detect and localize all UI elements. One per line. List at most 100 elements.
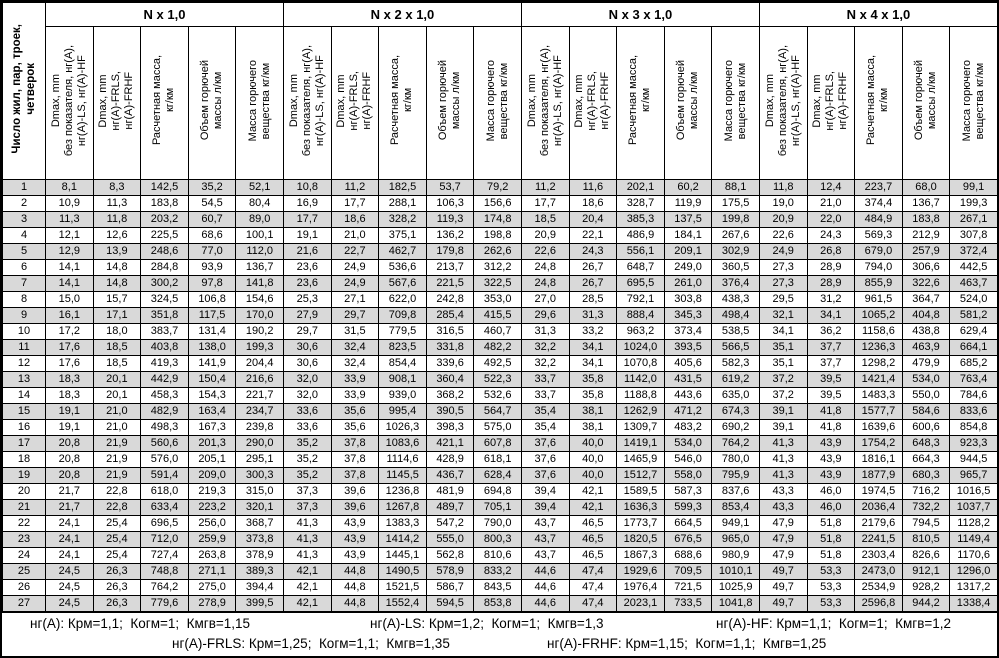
cell: 24,5: [45, 563, 94, 580]
cell: 12,4: [806, 179, 856, 196]
cell: 567,6: [378, 275, 427, 292]
cell: 2241,5: [854, 531, 903, 548]
cell: 923,3: [949, 435, 998, 452]
cell: 1016,5: [949, 483, 998, 500]
cell: 351,8: [140, 307, 189, 324]
cell: 43,9: [806, 435, 856, 452]
column-header-label: Масса горючего вещества кг/км: [722, 59, 748, 142]
cell: 1070,8: [616, 355, 665, 372]
cell: 154,3: [187, 387, 237, 404]
cell: 219,3: [187, 483, 237, 500]
column-header-label: Объем горючей массы л/км: [675, 60, 701, 141]
cell: 18,5: [92, 355, 142, 372]
cell: 26,7: [568, 259, 618, 276]
column-header-label: Расчетная масса, кг/км: [627, 55, 653, 146]
cell: 39,5: [806, 387, 856, 404]
cell: 41,8: [806, 403, 856, 420]
row-number: 20: [2, 483, 46, 500]
cell: 2036,4: [854, 499, 903, 516]
cell: 43,3: [758, 499, 808, 516]
cell: 794,0: [854, 259, 903, 276]
cell: 792,1: [616, 291, 665, 308]
cell: 1025,9: [711, 579, 760, 596]
cell: 482,2: [473, 339, 522, 356]
row-number: 12: [2, 355, 46, 372]
cell: 315,0: [235, 483, 284, 500]
cell: 35,8: [568, 371, 618, 388]
column-header-label: Dmax, mm без показателя, нг(А), нг(А)-LS…: [525, 44, 564, 157]
cell: 216,6: [235, 371, 284, 388]
cell: 390,5: [425, 403, 475, 420]
cell: 732,2: [901, 499, 951, 516]
cell: 49,7: [758, 579, 808, 596]
cell: 10,9: [45, 195, 94, 212]
cell: 89,0: [235, 211, 284, 228]
cell: 112,0: [235, 243, 284, 260]
cell: 415,5: [473, 307, 522, 324]
cell: 199,8: [711, 211, 760, 228]
cell: 199,3: [949, 195, 998, 212]
cell: 721,5: [663, 579, 713, 596]
cell: 47,4: [568, 595, 618, 612]
cell: 794,5: [901, 515, 951, 532]
cell: 399,5: [235, 595, 284, 612]
table-row: 22 24,1 25,4 696,5 256,0 368,7 41,3 43,9 1383,3 5…: [2, 515, 998, 532]
cell: 261,0: [663, 275, 713, 292]
cell: 26,3: [92, 595, 142, 612]
cell: 39,6: [330, 483, 380, 500]
cell: 564,7: [473, 403, 522, 420]
cell: 569,3: [854, 227, 903, 244]
cell: 833,2: [473, 563, 522, 580]
cell: 213,7: [425, 259, 475, 276]
cell: 223,7: [854, 179, 903, 196]
cell: 36,2: [806, 323, 856, 340]
cell: 949,1: [711, 515, 760, 532]
row-number: 4: [2, 227, 46, 244]
cell: 182,5: [378, 179, 427, 196]
cell: 538,5: [711, 323, 760, 340]
cell: 44,6: [520, 579, 570, 596]
cell: 855,9: [854, 275, 903, 292]
cell: 1026,3: [378, 419, 427, 436]
cell: 141,9: [187, 355, 237, 372]
cell: 234,7: [235, 403, 284, 420]
cell: 41,3: [758, 467, 808, 484]
cell: 31,2: [806, 291, 856, 308]
cell: 486,9: [616, 227, 665, 244]
cell: 1929,6: [616, 563, 665, 580]
cell: 1267,8: [378, 499, 427, 516]
cell: 47,9: [758, 531, 808, 548]
cell: 385,3: [616, 211, 665, 228]
cell: 888,4: [616, 307, 665, 324]
cell: 963,2: [616, 323, 665, 340]
cell: 27,3: [758, 275, 808, 292]
cell: 360,4: [425, 371, 475, 388]
cell: 1149,4: [949, 531, 998, 548]
cell: 38,1: [568, 419, 618, 436]
cell: 328,2: [378, 211, 427, 228]
cell: 1577,7: [854, 403, 903, 420]
cell: 607,8: [473, 435, 522, 452]
cell: 546,0: [663, 451, 713, 468]
cell: 575,0: [473, 419, 522, 436]
row-number: 10: [2, 323, 46, 340]
cell: 35,1: [758, 339, 808, 356]
cell: 784,6: [949, 387, 998, 404]
cell: 21,6: [283, 243, 332, 260]
cell: 1521,5: [378, 579, 427, 596]
cell: 302,9: [711, 243, 760, 260]
cell: 312,2: [473, 259, 522, 276]
column-header-g2-c1: Dmax, mm без показателя, нг(А), нг(А)-LS…: [283, 26, 332, 180]
cell: 8,1: [45, 179, 94, 196]
cell: 41,3: [283, 515, 332, 532]
column-header-label: Расчетная масса, кг/км: [151, 55, 177, 146]
cell: 33,9: [330, 371, 380, 388]
footnote-ng-a: нг(А): Крм=1,1; Когм=1; Кмгв=1,15: [30, 616, 251, 631]
cell: 17,7: [520, 195, 570, 212]
cell: 40,0: [568, 467, 618, 484]
cell: 581,2: [949, 307, 998, 324]
cell: 965,0: [711, 531, 760, 548]
cell: 558,0: [663, 467, 713, 484]
cell: 42,1: [283, 579, 332, 596]
cell: 43,9: [330, 515, 380, 532]
